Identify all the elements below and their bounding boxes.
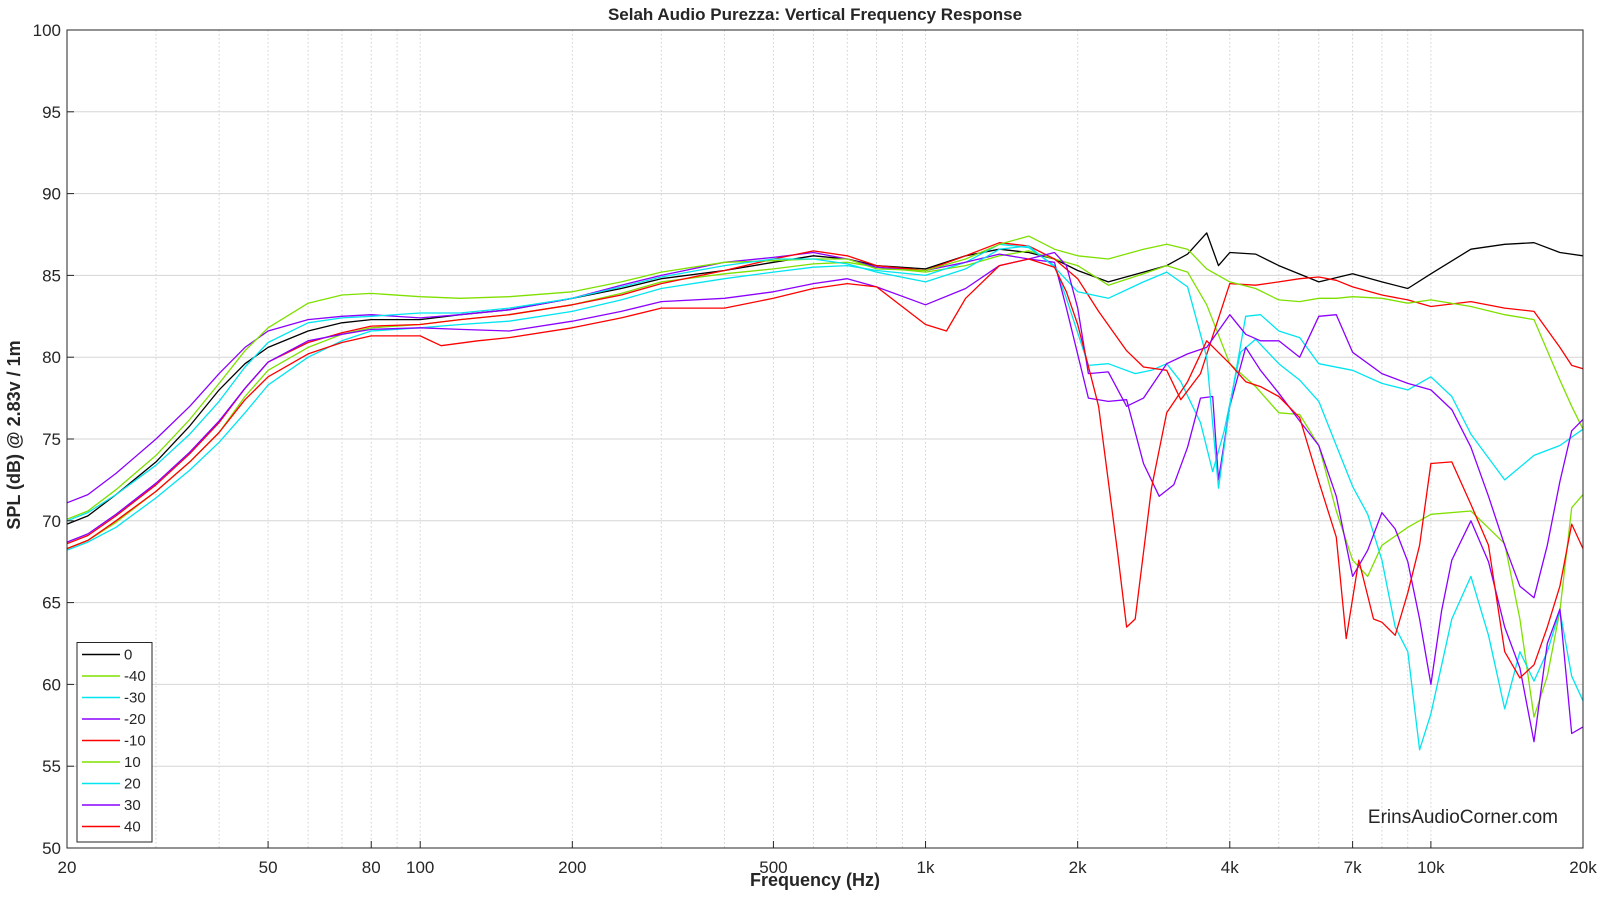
x-tick-label: 100 — [406, 858, 434, 877]
legend-label-30: 30 — [124, 797, 141, 814]
x-tick-label: 500 — [759, 858, 787, 877]
series-lines — [66, 232, 1584, 751]
legend-label-10: 10 — [124, 754, 141, 771]
legend-label-0: 0 — [124, 647, 132, 664]
y-tick-label: 95 — [42, 103, 61, 122]
x-tick-label: 200 — [558, 858, 586, 877]
series-line-30 — [66, 251, 1584, 599]
x-tick-label: 50 — [259, 858, 278, 877]
legend-label-20: 20 — [124, 776, 141, 793]
x-tick-label: 20 — [58, 858, 77, 877]
y-tick-label: 65 — [42, 594, 61, 613]
x-tick-label: 20k — [1569, 858, 1597, 877]
legend-label--20: -20 — [124, 711, 146, 728]
legend-label--30: -30 — [124, 690, 146, 707]
y-tick-label: 75 — [42, 430, 61, 449]
x-tick-label: 10k — [1417, 858, 1445, 877]
x-tick-label: 7k — [1344, 858, 1362, 877]
series-line-10 — [66, 235, 1584, 520]
series-line--10 — [66, 242, 1584, 545]
watermark-text: ErinsAudioCorner.com — [1368, 807, 1558, 828]
x-tick-label: 2k — [1069, 858, 1087, 877]
legend-label--10: -10 — [124, 733, 146, 750]
axis-ticks: 20 50 80 100 200 500 1k 2k 4k 7k 10k 20k50556065707… — [33, 21, 1598, 877]
series-line-20 — [66, 245, 1584, 522]
y-tick-label: 100 — [33, 21, 61, 40]
y-tick-label: 90 — [42, 185, 61, 204]
y-tick-label: 85 — [42, 266, 61, 285]
legend-label-40: 40 — [124, 819, 141, 836]
legend-label--40: -40 — [124, 668, 146, 685]
y-tick-label: 70 — [42, 512, 61, 531]
y-tick-label: 60 — [42, 675, 61, 694]
legend: 0 -40 -30 -20 -10 10 20 30 40 — [76, 642, 153, 843]
y-axis-label: SPL (dB) @ 2.83v / 1m — [4, 340, 24, 529]
x-tick-label: 4k — [1221, 858, 1239, 877]
series-line-40 — [66, 258, 1584, 679]
x-axis-label: Frequency (Hz) — [750, 870, 880, 890]
chart-title: Selah Audio Purezza: Vertical Frequency … — [608, 5, 1022, 24]
series-line--30 — [66, 243, 1584, 751]
y-tick-label: 55 — [42, 757, 61, 776]
y-tick-label: 80 — [42, 348, 61, 367]
x-tick-label: 1k — [917, 858, 935, 877]
x-tick-label: 80 — [362, 858, 381, 877]
series-line--40 — [66, 250, 1584, 718]
y-tick-label: 50 — [42, 839, 61, 858]
